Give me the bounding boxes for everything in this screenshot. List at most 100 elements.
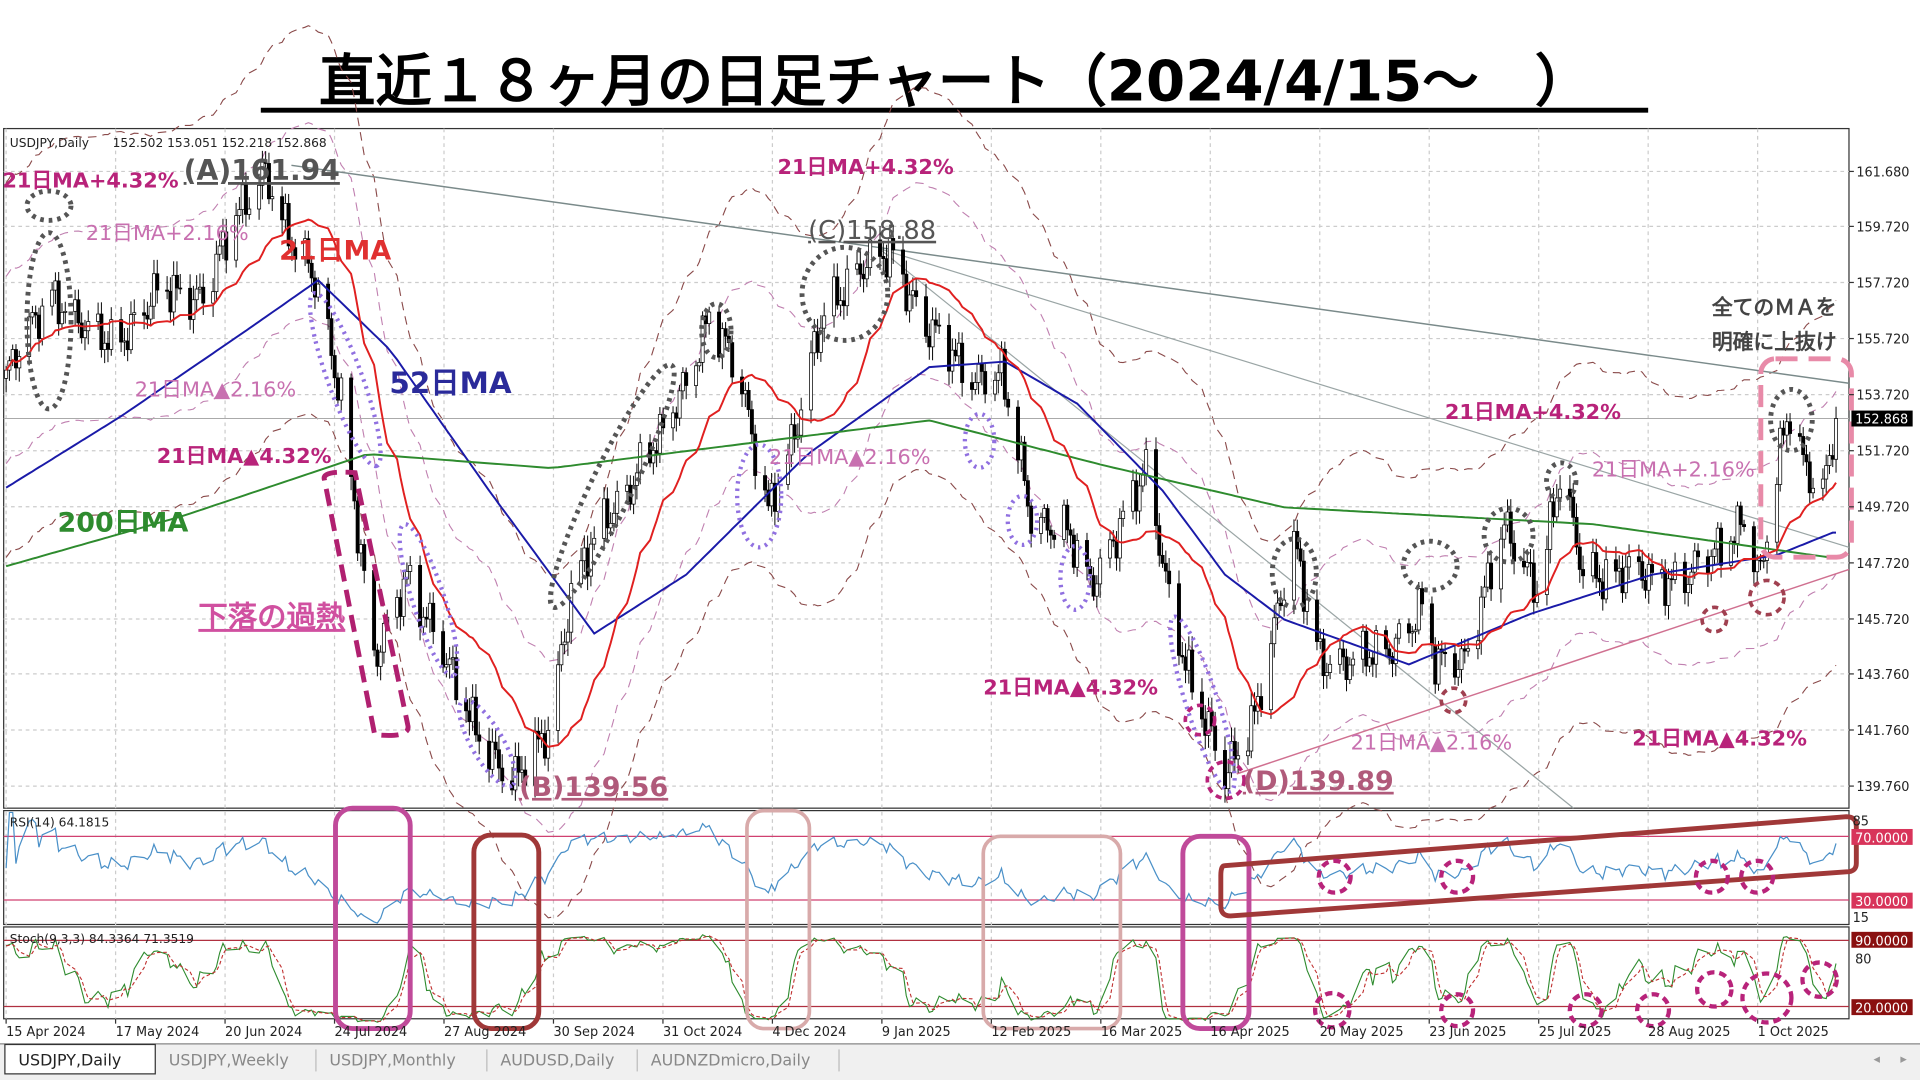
candle	[1512, 542, 1517, 562]
breakout-dashed-box	[1758, 356, 1854, 560]
candle	[809, 352, 813, 411]
candle	[1117, 518, 1122, 559]
candle	[1489, 562, 1494, 590]
purple-dotted-marker	[457, 697, 518, 789]
candle	[1459, 648, 1464, 670]
candle	[148, 305, 153, 320]
candle	[1811, 487, 1815, 494]
candle	[740, 376, 744, 395]
candle	[1121, 510, 1126, 519]
candle	[789, 424, 794, 456]
candle	[1686, 584, 1691, 593]
stoch-dashed-circle	[1439, 992, 1476, 1029]
candle	[1039, 517, 1043, 534]
candle	[950, 349, 955, 372]
candle	[1232, 741, 1237, 760]
purple-dotted-marker	[397, 522, 460, 678]
candle	[309, 262, 314, 279]
candle	[973, 382, 978, 390]
candle	[1827, 455, 1832, 466]
tab-audusd-daily[interactable]: AUDUSD,Daily	[500, 1049, 638, 1072]
candle	[841, 300, 846, 307]
candle	[1604, 559, 1609, 600]
candle	[559, 644, 564, 666]
rsi-panel[interactable]	[3, 810, 1850, 926]
candle	[1761, 560, 1766, 562]
rsi-line	[5, 811, 1837, 924]
candle	[152, 273, 156, 307]
candle	[1824, 465, 1829, 480]
rsi-dashed-circle	[1739, 858, 1776, 895]
candle	[1370, 657, 1375, 665]
candle	[1190, 649, 1195, 693]
candle	[1167, 570, 1172, 585]
scroll-left-icon[interactable]: ◂	[1873, 1052, 1880, 1067]
candle	[109, 319, 114, 350]
candle	[569, 583, 574, 633]
candle	[142, 312, 147, 316]
candle	[83, 330, 87, 339]
dotted-circle-marker	[1768, 386, 1815, 454]
title-underline	[260, 107, 1649, 113]
candle	[76, 299, 81, 324]
candle	[1223, 750, 1227, 790]
candle	[970, 382, 974, 390]
date-axis-label: 12 Feb 2025	[991, 1025, 1071, 1040]
candle	[60, 312, 64, 325]
candle	[447, 658, 452, 665]
candle	[887, 238, 892, 278]
ma-envelopes	[5, 25, 1837, 919]
candle	[1666, 578, 1671, 606]
candle	[1669, 578, 1674, 581]
current-price-value: 152.868	[1855, 412, 1908, 427]
label-envelope: 21日MA+4.32%	[1445, 400, 1621, 424]
candle	[1623, 566, 1628, 594]
label-envelope: 21日MA+2.16%	[1592, 457, 1755, 481]
stoch-level-tag	[1851, 931, 1913, 948]
candle	[289, 245, 294, 249]
candle	[1246, 750, 1250, 757]
candle	[1597, 578, 1602, 583]
tab-audnzdmicro-daily[interactable]: AUDNZDmicro,Daily	[651, 1049, 840, 1072]
price-axis-label: 151.720	[1856, 445, 1909, 460]
candle	[1834, 418, 1838, 460]
candle	[717, 311, 721, 358]
tab-usdjpy-daily[interactable]: USDJPY,Daily	[4, 1043, 156, 1075]
dashed-circle-marker	[1205, 759, 1246, 801]
tab-usdjpy-monthly[interactable]: USDJPY,Monthly	[329, 1049, 488, 1072]
candle	[1751, 526, 1756, 573]
candle	[1650, 564, 1655, 573]
candle	[1318, 638, 1323, 642]
candle	[1406, 623, 1411, 634]
candle	[500, 767, 505, 782]
candle	[1456, 669, 1461, 678]
dashed-circle-marker	[1439, 686, 1468, 715]
main-price-panel[interactable]	[3, 127, 1850, 809]
dotted-circle-marker	[547, 362, 677, 610]
candle	[1006, 398, 1011, 408]
candle	[122, 340, 127, 343]
candle	[1301, 560, 1306, 612]
candle	[194, 288, 199, 301]
date-axis-label: 17 May 2024	[116, 1025, 200, 1040]
candle	[211, 291, 216, 304]
candle	[1374, 630, 1379, 665]
stoch-d-line	[6, 935, 1837, 1022]
date-axis-label: 30 Sep 2024	[553, 1025, 634, 1040]
label-envelope: 21日MA▲2.16%	[769, 445, 931, 469]
candle	[979, 364, 984, 372]
candle	[201, 286, 206, 304]
tab-usdjpy-weekly[interactable]: USDJPY,Weekly	[169, 1049, 317, 1072]
scroll-right-icon[interactable]: ▸	[1900, 1052, 1907, 1067]
trendline-from-c-steep	[878, 248, 1574, 809]
candle	[707, 311, 712, 324]
candle	[1137, 485, 1142, 512]
candle	[398, 597, 403, 617]
label-ma21: 21日MA	[279, 236, 391, 267]
stoch-panel[interactable]	[3, 926, 1850, 1020]
candle	[73, 299, 78, 312]
candle	[611, 512, 616, 524]
label-envelope: 21日MA+4.32%	[778, 155, 954, 179]
stoch-dashed-circle	[1695, 970, 1734, 1009]
